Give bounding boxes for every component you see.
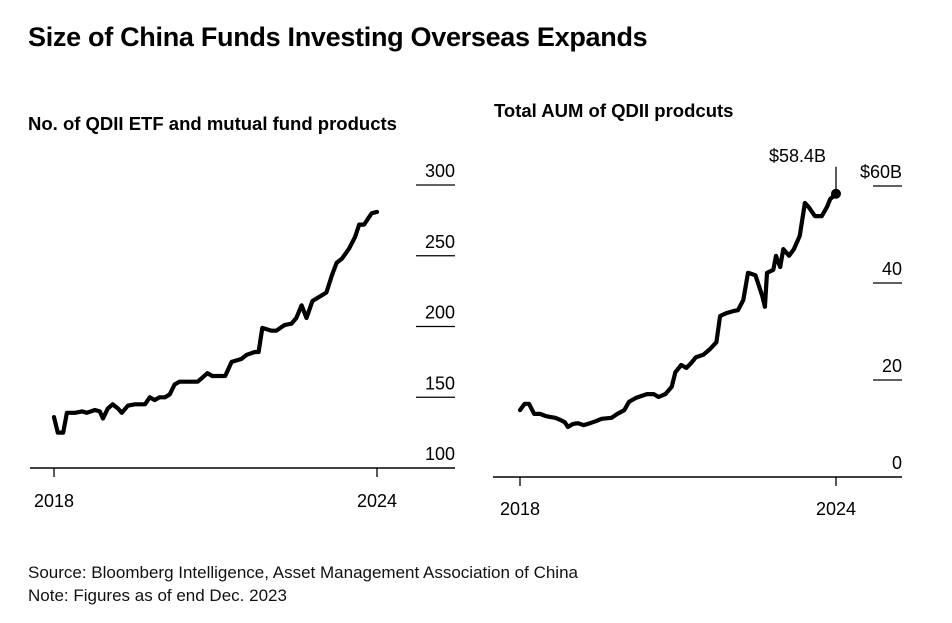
source-note: Source: Bloomberg Intelligence, Asset Ma… (28, 563, 578, 582)
y-tick-label: 100 (425, 444, 455, 464)
x-tick-label: 2024 (357, 491, 397, 511)
chart-title: Size of China Funds Investing Overseas E… (28, 22, 648, 52)
right-chart: 0 20 40 $60B 2018 2024 $58.4B (493, 146, 902, 519)
y-tick-label: 40 (882, 259, 902, 279)
y-tick-label: 200 (425, 303, 455, 323)
y-tick-label: 300 (425, 161, 455, 181)
y-tick-label: 150 (425, 373, 455, 393)
annotation-endpoint-dot (831, 188, 841, 199)
y-tick-label: 250 (425, 232, 455, 252)
y-tick-label: 20 (882, 356, 902, 376)
y-tick-label: $60B (860, 162, 902, 182)
right-chart-title: Total AUM of QDII prodcuts (494, 100, 734, 121)
figures-note: Note: Figures as of end Dec. 2023 (28, 586, 287, 605)
x-tick-label: 2018 (500, 499, 540, 519)
y-tick-label: 0 (892, 453, 902, 473)
x-tick-label: 2018 (34, 491, 74, 511)
series-line (51, 209, 380, 435)
x-tick-label: 2024 (816, 499, 856, 519)
left-chart-title: No. of QDII ETF and mutual fund products (28, 113, 397, 134)
annotation-label: $58.4B (769, 146, 826, 166)
series-line (517, 191, 839, 430)
left-chart: 100 150 200 250 300 2018 2024 (30, 161, 455, 511)
